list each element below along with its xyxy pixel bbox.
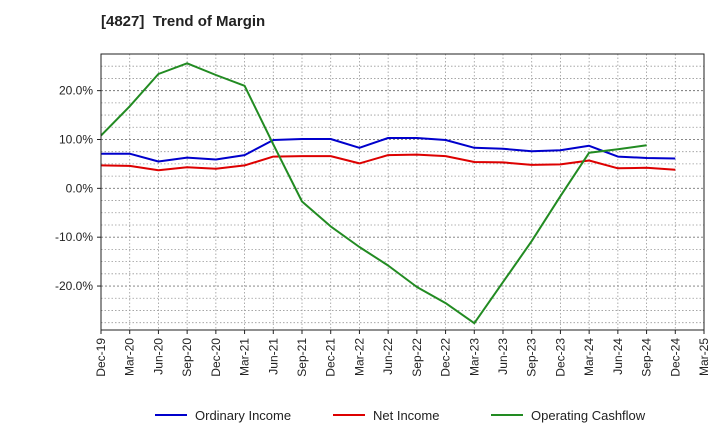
y-tick-label: 0.0% (66, 181, 94, 195)
y-tick-label: -20.0% (55, 279, 93, 293)
x-tick-label: Mar-25 (697, 338, 711, 376)
chart-title: [4827] Trend of Margin (101, 13, 266, 30)
x-tick-label: Mar-24 (582, 338, 596, 376)
x-tick-label: Mar-23 (467, 338, 481, 376)
x-tick-label: Sep-21 (295, 338, 309, 377)
x-tick-label: Jun-23 (496, 338, 510, 375)
series-line-operating-cashflow (100, 62, 647, 325)
x-tick-label: Dec-20 (209, 338, 223, 377)
y-tick-label: -10.0% (55, 230, 93, 244)
x-tick-label: Dec-19 (94, 338, 108, 377)
x-tick-label: Sep-22 (410, 338, 424, 377)
x-tick-label: Dec-24 (668, 338, 682, 377)
legend-label: Ordinary Income (195, 408, 291, 423)
legend: Ordinary Income Net Income Operating Cashf… (155, 408, 646, 423)
plot-area-frame (100, 53, 705, 331)
y-tick-label: 20.0% (59, 84, 93, 98)
x-tick-label: Sep-23 (525, 338, 539, 377)
x-tick-label: Jun-21 (266, 338, 280, 375)
x-tick-label: Dec-22 (439, 338, 453, 377)
series-line-net-income (100, 153, 676, 172)
y-tick-label: 10.0% (59, 132, 93, 146)
series-line-ordinary-income (101, 137, 676, 163)
x-tick-label: Dec-21 (324, 338, 338, 377)
x-tick-label: Mar-22 (352, 338, 366, 376)
x-tick-label: Mar-20 (123, 338, 137, 376)
x-tick-label: Jun-24 (611, 338, 625, 375)
x-tick-label: Sep-20 (180, 338, 194, 377)
x-tick-label: Jun-20 (151, 338, 165, 375)
legend-label: Operating Cashflow (531, 408, 646, 423)
x-axis-tick-labels: Dec-19 Mar-20 Jun-20 Sep-20 Dec-20 Mar-21 Jun-… (94, 330, 711, 377)
legend-label: Net Income (373, 408, 439, 423)
x-tick-label: Dec-23 (553, 338, 567, 377)
series-lines (100, 62, 676, 325)
x-tick-label: Sep-24 (640, 338, 654, 377)
x-tick-label: Jun-22 (381, 338, 395, 375)
grid-lines (101, 53, 704, 330)
x-tick-label: Mar-21 (238, 338, 252, 376)
y-axis-tick-labels: 20.0% 10.0% 0.0% -10.0% -20.0% (55, 84, 101, 293)
